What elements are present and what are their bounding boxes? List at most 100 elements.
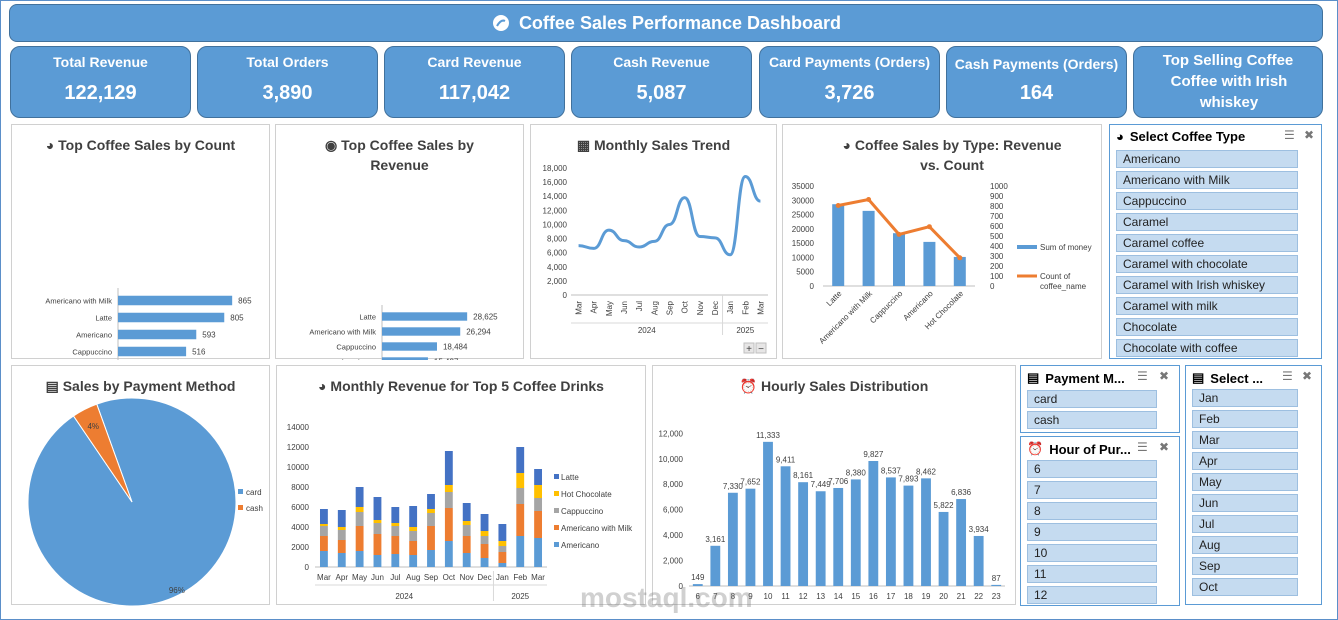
slicer-header: ▤ Select ... [1192, 370, 1263, 386]
kpi-value: 117,042 [438, 82, 511, 104]
slicer-item[interactable]: Caramel with milk [1116, 297, 1298, 315]
clear-filter-icon[interactable]: ✖ [1302, 369, 1313, 383]
y-tick-label: 2000 [291, 543, 309, 552]
bar [833, 487, 844, 586]
x-tick-label: Jul [390, 573, 400, 582]
x-tick-label: Nov [460, 573, 474, 582]
category-label: Americano with Milk [45, 297, 112, 306]
slicer-item[interactable]: Chocolate with coffee [1116, 339, 1298, 357]
slicer-item[interactable]: Oct [1192, 578, 1298, 596]
x-tick-label: Cappuccino [868, 289, 905, 326]
slicer-item[interactable]: Americano [1116, 150, 1298, 168]
data-label: 11,333 [756, 431, 780, 440]
bar-segment [462, 521, 471, 525]
credit-card-icon: ▤ [45, 378, 63, 394]
bar-segment [337, 527, 346, 530]
y-tick-label: 6,000 [663, 506, 684, 515]
slicer-item[interactable]: 10 [1027, 544, 1157, 562]
bar-segment [319, 509, 328, 524]
slicer-item[interactable]: Aug [1192, 536, 1298, 554]
x-tick-label: Feb [741, 300, 750, 314]
panel-title: ▤ Sales by Payment Method [12, 376, 269, 396]
data-label: 593 [202, 331, 216, 340]
legend-swatch [554, 508, 559, 513]
slicer-item[interactable]: Sep [1192, 557, 1298, 575]
x-tick-label: Sep [666, 300, 675, 315]
slicer-item[interactable]: Caramel coffee [1116, 234, 1298, 252]
bar-segment [480, 514, 489, 531]
bar [382, 312, 468, 321]
slicer-item[interactable]: 12 [1027, 586, 1157, 604]
coffee-bean-icon [492, 15, 509, 31]
multi-select-icon[interactable]: ☰ [1137, 440, 1148, 454]
x-tick-label: 22 [974, 592, 983, 601]
data-label: 3,934 [969, 525, 990, 534]
multi-select-icon[interactable]: ☰ [1282, 369, 1293, 383]
slicer-item[interactable]: Caramel [1116, 213, 1298, 231]
y-tick-label: 20000 [792, 225, 815, 234]
panel-title-text: Top Coffee Sales by Revenue [341, 137, 474, 173]
x-tick-label: 14 [834, 592, 843, 601]
multi-select-icon[interactable]: ☰ [1137, 369, 1148, 383]
kpi-label: Top Selling Coffee [1162, 52, 1294, 69]
legend-label: Latte [561, 473, 579, 482]
slicer-item[interactable]: May [1192, 473, 1298, 491]
legend-label: card [246, 488, 262, 497]
legend-swatch [1017, 245, 1037, 249]
bar [921, 478, 931, 586]
slicer-item[interactable]: 7 [1027, 481, 1157, 499]
slicer-item[interactable]: Chocolate [1116, 318, 1298, 336]
clear-filter-icon[interactable]: ✖ [1159, 369, 1170, 383]
category-label: Cappuccino [72, 348, 112, 357]
slicer-item[interactable]: Apr [1192, 452, 1298, 470]
slicer-item[interactable]: 9 [1027, 523, 1157, 541]
panel-title: ◉ Top Coffee Sales by Revenue [276, 135, 523, 175]
bar [991, 584, 1002, 586]
clear-filter-icon[interactable]: ✖ [1159, 440, 1170, 454]
expand-collapse-button-label: + [746, 344, 752, 355]
x-tick-label: Jun [620, 301, 629, 314]
slicer-item[interactable]: cash [1027, 411, 1157, 429]
slicer-item[interactable]: Mar [1192, 431, 1298, 449]
bar [118, 295, 233, 306]
kpi-value: 3,726 [824, 82, 875, 104]
slicer-item[interactable]: Jun [1192, 494, 1298, 512]
bar-segment [337, 510, 346, 527]
panel-title: ◕ Coffee Sales by Type: Revenue vs. Coun… [783, 135, 1101, 175]
kpi-value: 3,890 [262, 82, 313, 104]
multi-select-icon[interactable]: ☰ [1284, 128, 1295, 142]
y-tick-label: 30000 [792, 196, 815, 205]
y-tick-label: 8,000 [547, 235, 568, 244]
x-tick-label: Apr [336, 573, 349, 582]
y-tick-label: 0 [305, 563, 310, 572]
x-tick-label: Mar [756, 301, 765, 315]
slicer-item[interactable]: Jul [1192, 515, 1298, 533]
clear-filter-icon[interactable]: ✖ [1304, 128, 1315, 142]
legend-label: cash [246, 504, 263, 513]
slicer-item[interactable]: Jan [1192, 389, 1298, 407]
x-tick-label: Jun [371, 573, 384, 582]
year-label: 2025 [511, 592, 529, 601]
panel-type: ◕ Coffee Sales by Type: Revenue vs. Coun… [782, 124, 1102, 359]
slicer-item[interactable]: Americano with Milk [1116, 171, 1298, 189]
slicer-item[interactable]: card [1027, 390, 1157, 408]
bar-segment [498, 546, 507, 552]
slicer-item[interactable]: 8 [1027, 502, 1157, 520]
x-tick-label: Jan [496, 573, 509, 582]
bar-segment [373, 555, 382, 567]
slicer-payment: ▤ Payment M... ☰ ✖ card cash [1020, 365, 1180, 433]
slicer-item[interactable]: Caramel with Irish whiskey [1116, 276, 1298, 294]
bar-segment [391, 523, 400, 526]
slicer-item[interactable]: 11 [1027, 565, 1157, 583]
slicer-item[interactable]: Cappuccino [1116, 192, 1298, 210]
y-tick-label: 8000 [291, 483, 309, 492]
data-label: 4% [87, 422, 99, 431]
slicer-item[interactable]: Caramel with chocolate [1116, 255, 1298, 273]
slicer-item[interactable]: 6 [1027, 460, 1157, 478]
slicer-item[interactable]: Feb [1192, 410, 1298, 428]
x-tick-label: May [352, 573, 367, 582]
bar-segment [409, 531, 418, 541]
bar-segment [480, 536, 489, 544]
bar-segment [373, 523, 382, 534]
